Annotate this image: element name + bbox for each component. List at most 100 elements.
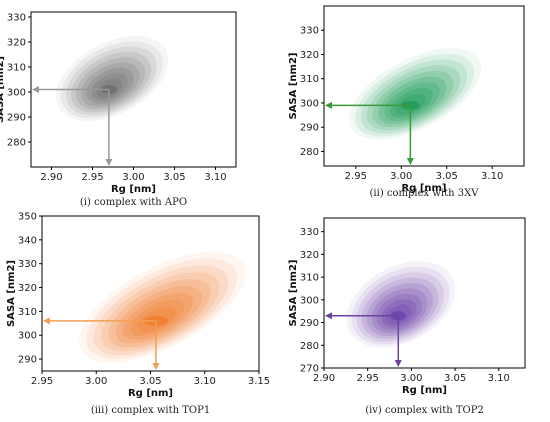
density-peak [390, 310, 406, 321]
density-level [346, 261, 456, 348]
density-level [361, 277, 439, 339]
y-tick-label: 320 [7, 38, 26, 49]
x-tick-label: 3.00 [400, 373, 422, 384]
plot-area [324, 6, 524, 166]
x-tick-label: 3.10 [481, 171, 503, 182]
density-level [356, 272, 445, 342]
x-tick-label: 3.05 [139, 376, 161, 387]
y-tick-label: 280 [7, 138, 26, 149]
y-tick-label: 340 [18, 235, 37, 246]
panel-caption: (iii) complex with TOP1 [91, 405, 210, 416]
x-tick-label: 3.10 [488, 373, 510, 384]
y-axis-label: SASA [nm2] [6, 260, 17, 327]
y-tick-label: 300 [300, 295, 319, 306]
panel-apo: 2.90 2.95 3.00 3.05 3.10 280 290 300 310 320 330 Rg… [0, 11, 237, 208]
y-tick-label: 330 [7, 13, 26, 24]
y-tick-label: 320 [300, 50, 319, 61]
peak-arrows [325, 101, 414, 165]
y-tick-label: 330 [300, 227, 319, 238]
plot-area [324, 218, 525, 368]
density-level [115, 285, 202, 344]
y-tick-label: 350 [18, 212, 37, 223]
x-tick-label: 2.95 [357, 373, 379, 384]
x-tick-label: 3.05 [163, 172, 185, 183]
x-tick-label: 2.90 [40, 172, 62, 183]
peak-arrows [325, 312, 402, 367]
x-axis-label: Rg [nm] [402, 385, 447, 396]
y-tick-label: 330 [18, 259, 37, 270]
x-axis-label: Rg [nm] [111, 184, 156, 195]
y-axis-label: SASA [nm2] [288, 52, 299, 119]
x-axis-label: Rg [nm] [401, 183, 446, 194]
peak-arrows [32, 86, 113, 166]
plot-frame [323, 217, 526, 369]
x-tick-label: 2.90 [313, 373, 335, 384]
y-axis-label: SASA [nm2] [0, 56, 6, 123]
x-tick-label: 3.00 [85, 376, 107, 387]
x-tick-label: 3.00 [390, 171, 412, 182]
density-level [60, 41, 163, 119]
density-level [108, 279, 211, 348]
panel-top1: 2.95 3.00 3.05 3.10 3.15 290 300 310 320 330 340 35… [6, 212, 270, 417]
density-level [78, 251, 246, 363]
y-tick-label: 310 [300, 74, 319, 85]
x-tick-label: 3.05 [436, 171, 458, 182]
density-level [355, 53, 475, 137]
density-level [378, 76, 447, 124]
density-level [55, 35, 169, 122]
plot-frame [323, 5, 525, 167]
panel-3xv: 2.95 3.00 3.05 3.10 280 290 300 310 320 330 Rg [nm… [288, 5, 525, 199]
y-tick-label: 320 [18, 283, 37, 294]
density-level [360, 59, 468, 134]
panel-top2: 2.90 2.95 3.00 3.05 3.10 270 280 290 300 310 320 33… [288, 217, 526, 416]
panel-caption: (i) complex with APO [80, 197, 187, 208]
x-tick-label: 3.05 [444, 373, 466, 384]
x-tick-label: 2.95 [31, 376, 53, 387]
y-tick-label: 270 [300, 364, 319, 375]
density-level [366, 282, 434, 336]
x-tick-label: 2.95 [345, 171, 367, 182]
density-contours [55, 35, 169, 122]
density-level [366, 65, 461, 131]
y-tick-label: 290 [7, 113, 26, 124]
y-tick-label: 300 [7, 88, 26, 99]
density-level [100, 272, 220, 352]
x-tick-label: 3.15 [248, 376, 270, 387]
density-level [371, 288, 428, 334]
plot-area [42, 216, 259, 371]
peak-arrows [43, 317, 160, 370]
panel-caption: (ii) complex with 3XV [370, 188, 480, 199]
x-tick-label: 2.95 [81, 172, 103, 183]
y-tick-label: 310 [7, 63, 26, 74]
y-tick-label: 290 [300, 123, 319, 134]
density-contours [349, 48, 481, 140]
density-level [76, 57, 146, 110]
density-level [93, 265, 229, 356]
y-axis-label: SASA [nm2] [288, 259, 299, 326]
density-contours [78, 251, 246, 363]
density-level [351, 266, 450, 345]
x-tick-label: 3.00 [122, 172, 144, 183]
density-level [71, 51, 152, 113]
x-tick-label: 3.10 [204, 172, 226, 183]
y-tick-label: 280 [300, 147, 319, 158]
y-tick-label: 290 [300, 318, 319, 329]
density-level [372, 70, 454, 128]
y-tick-label: 280 [300, 341, 319, 352]
density-level [86, 258, 237, 359]
density-contours [346, 261, 456, 348]
y-tick-label: 330 [300, 26, 319, 37]
y-tick-label: 290 [18, 355, 37, 366]
density-level [81, 62, 140, 107]
density-level [349, 48, 481, 140]
x-tick-label: 3.10 [194, 376, 216, 387]
y-tick-label: 310 [300, 273, 319, 284]
y-tick-label: 320 [300, 250, 319, 261]
y-tick-label: 300 [300, 98, 319, 109]
density-level [65, 46, 157, 116]
y-tick-label: 310 [18, 307, 37, 318]
panel-caption: (iv) complex with TOP2 [365, 405, 484, 416]
y-tick-label: 300 [18, 331, 37, 342]
x-axis-label: Rg [nm] [128, 388, 173, 399]
